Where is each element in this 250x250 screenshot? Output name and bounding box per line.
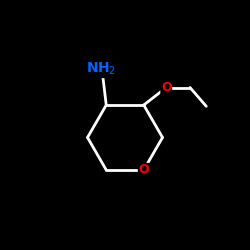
Text: O: O bbox=[138, 164, 149, 176]
Text: O: O bbox=[161, 81, 172, 94]
Text: NH$_2$: NH$_2$ bbox=[86, 61, 116, 78]
